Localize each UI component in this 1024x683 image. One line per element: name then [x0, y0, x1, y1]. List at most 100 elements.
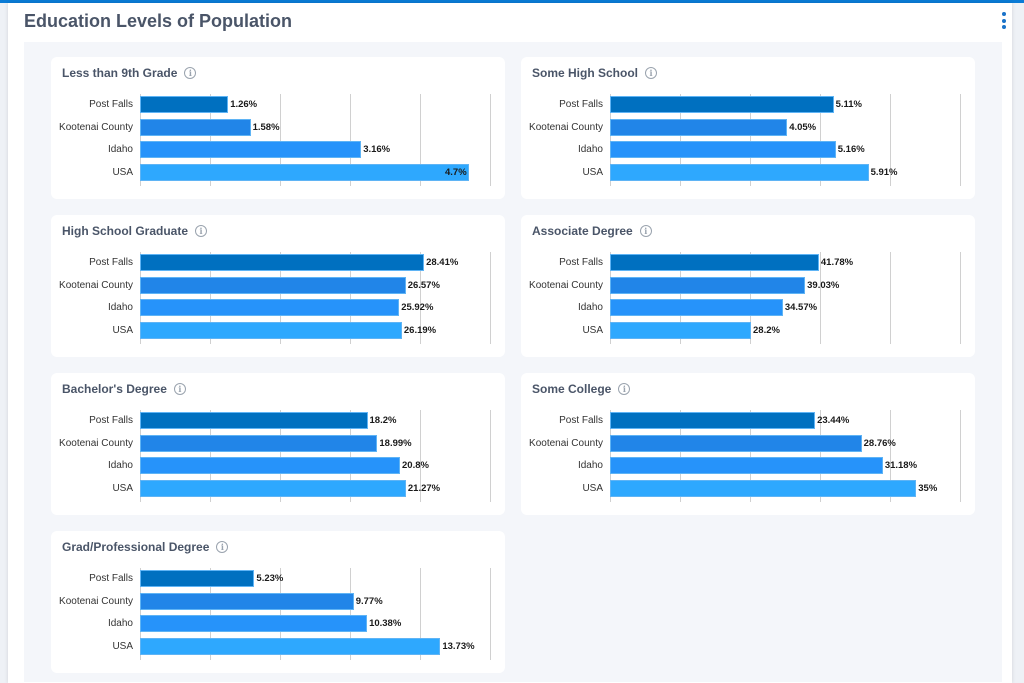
gridline: [890, 94, 891, 186]
gridline: [610, 252, 611, 344]
category-label: USA: [112, 167, 133, 179]
bar[interactable]: [610, 299, 783, 317]
bar[interactable]: [610, 141, 836, 159]
bar[interactable]: [140, 412, 368, 429]
bar[interactable]: [140, 570, 255, 587]
bar[interactable]: [610, 118, 788, 136]
bar[interactable]: [610, 457, 883, 475]
bar[interactable]: [610, 322, 751, 340]
bar[interactable]: [140, 118, 251, 136]
gridline: [140, 94, 141, 186]
bar[interactable]: [140, 96, 229, 113]
chart-title-text: Less than 9th Grade: [62, 66, 178, 80]
gridline: [750, 94, 751, 186]
category-label: Kootenai County: [529, 121, 603, 133]
data-label: 4.05%: [789, 121, 817, 133]
category-label: Idaho: [577, 460, 603, 472]
data-label: 39.03%: [807, 279, 840, 291]
gridline: [490, 252, 491, 344]
chart-title-text: Some High School: [532, 66, 639, 80]
chart-card: Associate Degree i Post Falls 41.78% Kootena…: [521, 215, 975, 357]
bar[interactable]: [610, 276, 806, 294]
data-label: 9.77%: [355, 595, 383, 607]
info-icon[interactable]: i: [184, 67, 197, 79]
bar[interactable]: [610, 164, 869, 182]
category-label: USA: [112, 325, 133, 337]
bar[interactable]: [140, 299, 400, 317]
bar[interactable]: [140, 141, 362, 159]
gridline: [210, 568, 211, 660]
bar-chart: Post Falls 5.23% Kootenai County 9.77% Idaho…: [59, 568, 491, 660]
bar-chart: Post Falls 41.78% Kootenai County 39.03% Ida…: [529, 252, 961, 344]
gridline: [490, 568, 491, 660]
bar[interactable]: [610, 412, 816, 429]
gridline: [280, 410, 281, 502]
data-label: 26.19%: [403, 325, 437, 337]
chart-title: Some High School i: [532, 66, 658, 80]
chart-title: Some College i: [532, 382, 631, 396]
info-icon[interactable]: i: [216, 541, 229, 553]
gridline: [490, 410, 491, 502]
gridline: [890, 252, 891, 344]
gridline: [350, 410, 351, 502]
bar[interactable]: [140, 638, 441, 656]
kebab-menu-icon[interactable]: [999, 12, 1009, 32]
data-label: 41.78%: [820, 257, 854, 268]
bar[interactable]: [610, 480, 917, 498]
bar[interactable]: [140, 434, 378, 452]
gridline: [680, 252, 681, 344]
data-label: 10.38%: [369, 618, 402, 630]
gridline: [960, 410, 961, 502]
bar[interactable]: [140, 164, 469, 182]
category-label: USA: [112, 641, 133, 653]
bar[interactable]: [140, 322, 402, 340]
category-label: Idaho: [577, 144, 603, 156]
category-label: Idaho: [577, 302, 603, 314]
info-icon[interactable]: i: [195, 225, 208, 237]
bar[interactable]: [610, 434, 862, 452]
category-label: USA: [582, 483, 603, 495]
gridline: [280, 252, 281, 344]
data-label: 5.11%: [835, 99, 862, 110]
category-label: Idaho: [107, 144, 133, 156]
info-icon[interactable]: i: [618, 383, 631, 395]
data-label: 13.73%: [442, 641, 475, 653]
chart-title-text: Some College: [532, 382, 612, 396]
category-label: USA: [582, 325, 603, 337]
bar[interactable]: [140, 276, 406, 294]
bar[interactable]: [610, 254, 819, 271]
gridline: [140, 410, 141, 502]
bar[interactable]: [140, 615, 368, 633]
category-label: USA: [582, 167, 603, 179]
bar[interactable]: [610, 96, 834, 113]
category-label: USA: [112, 483, 133, 495]
gridline: [820, 410, 821, 502]
gridline: [280, 94, 281, 186]
info-icon[interactable]: i: [173, 383, 186, 395]
bar[interactable]: [140, 592, 354, 610]
data-label: 18.99%: [379, 437, 412, 449]
chart-title: Less than 9th Grade i: [62, 66, 197, 80]
gridline: [960, 252, 961, 344]
data-label: 35%: [918, 483, 938, 495]
info-icon[interactable]: i: [645, 67, 658, 79]
category-label: Kootenai County: [529, 279, 603, 291]
data-label: 28.76%: [863, 437, 896, 449]
info-icon[interactable]: i: [639, 225, 652, 237]
bar[interactable]: [140, 457, 400, 475]
category-label: Idaho: [107, 460, 133, 472]
bar[interactable]: [140, 254, 425, 271]
gridline: [750, 410, 751, 502]
gridline: [680, 94, 681, 186]
gridline: [680, 410, 681, 502]
gridline: [210, 410, 211, 502]
gridline: [490, 94, 491, 186]
bar-chart: Post Falls 18.2% Kootenai County 18.99% Idah…: [59, 410, 491, 502]
bar-chart: Post Falls 5.11% Kootenai County 4.05% Idaho…: [529, 94, 961, 186]
gridline: [750, 252, 751, 344]
category-label: Idaho: [107, 302, 133, 314]
page-title: Education Levels of Population: [24, 11, 293, 31]
category-label: Post Falls: [559, 415, 603, 426]
bar[interactable]: [140, 480, 406, 498]
gridline: [960, 94, 961, 186]
